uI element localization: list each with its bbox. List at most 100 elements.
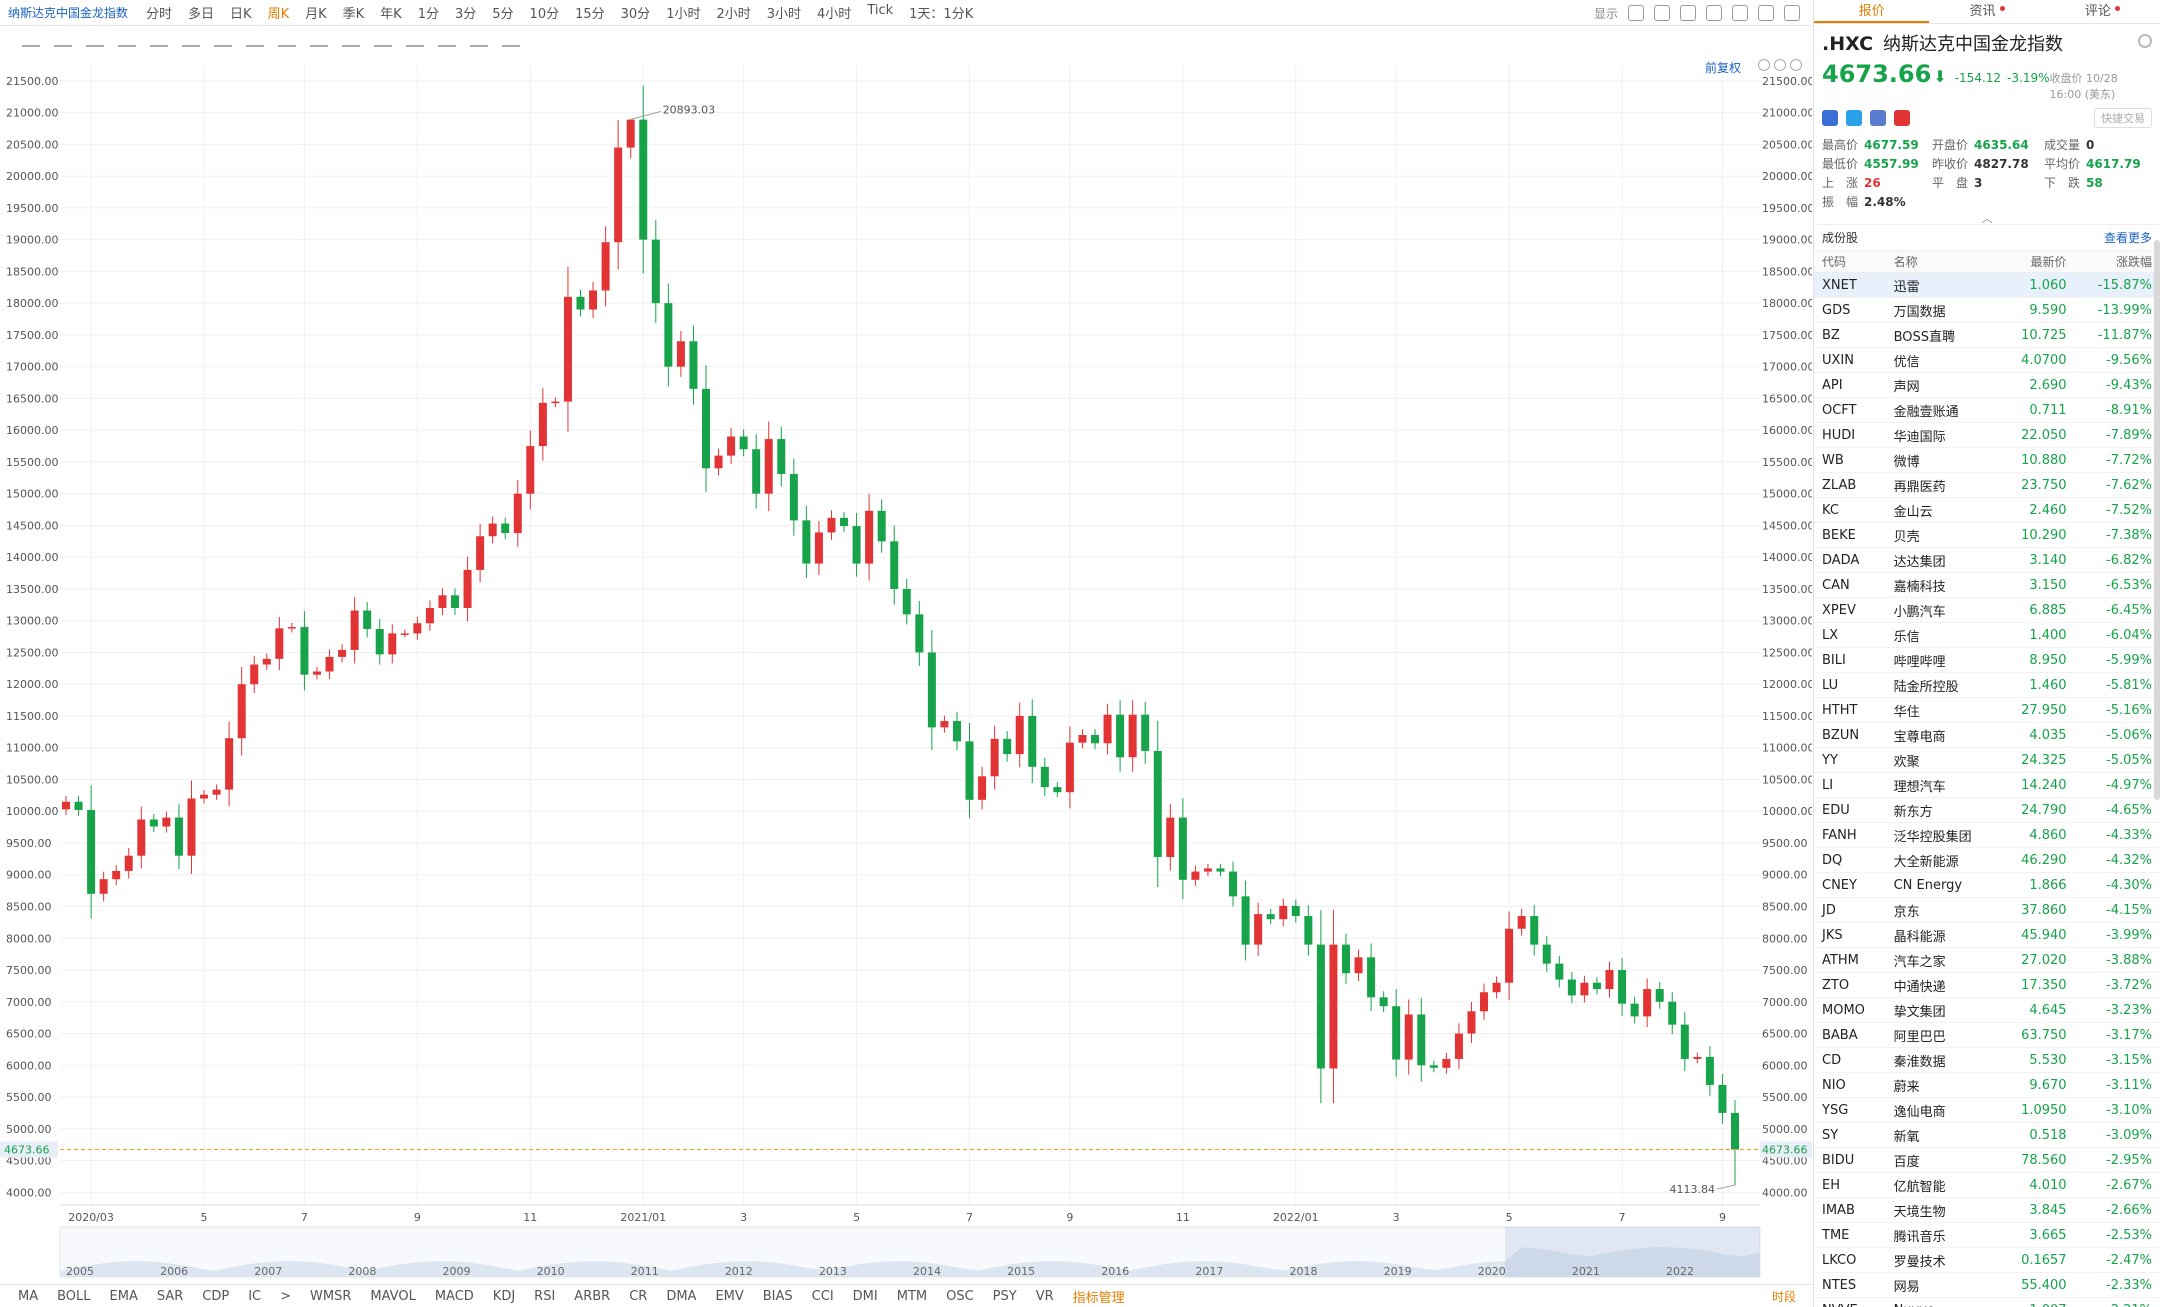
compare-icon[interactable] xyxy=(1758,5,1774,21)
period-tab[interactable]: 1天：1分K xyxy=(909,7,974,22)
table-row[interactable]: EDU 新东方 24.790 -4.65% xyxy=(1814,797,2160,823)
period-tab[interactable]: 4小时 xyxy=(817,7,852,22)
table-row[interactable]: NIO 蔚来 9.670 -3.11% xyxy=(1814,1072,2160,1098)
zoom-out-icon[interactable] xyxy=(1774,59,1786,71)
period-tab[interactable]: 1小时 xyxy=(666,7,701,22)
doc-icon[interactable] xyxy=(1870,110,1886,126)
indicator-tab[interactable]: CDP xyxy=(202,1288,230,1304)
text-tool-icon[interactable] xyxy=(246,33,264,47)
note-tool-icon[interactable] xyxy=(278,33,296,47)
table-row[interactable]: HTHT 华住 27.950 -5.16% xyxy=(1814,697,2160,723)
col-pct[interactable]: 涨跌幅 xyxy=(2074,250,2160,273)
table-row[interactable]: XPEV 小鹏汽车 6.885 -6.45% xyxy=(1814,597,2160,623)
table-row[interactable]: API 声网 2.690 -9.43% xyxy=(1814,372,2160,398)
indicator-tab[interactable]: MACD xyxy=(434,1288,474,1304)
table-row[interactable]: CNEY CN Energy 1.866 -4.30% xyxy=(1814,872,2160,898)
tab-news[interactable]: 资讯 xyxy=(1929,0,2044,23)
indicator-tab[interactable]: BOLL xyxy=(57,1288,91,1304)
table-row[interactable]: LI 理想汽车 14.240 -4.97% xyxy=(1814,772,2160,798)
indicator-tab[interactable]: WMSR xyxy=(310,1288,352,1304)
gear-icon[interactable] xyxy=(502,33,520,47)
period-tab[interactable]: 3分 xyxy=(454,7,477,22)
period-tab[interactable]: 季K xyxy=(342,7,365,22)
col-name[interactable]: 名称 xyxy=(1885,250,2000,273)
camera-icon[interactable] xyxy=(1680,5,1696,21)
zoom-in-icon[interactable] xyxy=(1790,59,1802,71)
kline-chart[interactable]: 21500.00 21500.00 21000.00 21000.00 20500.00… xyxy=(0,55,1812,1283)
quick-trade-button[interactable]: 快捷交易 xyxy=(2094,108,2152,128)
indicator-tab[interactable]: DMI xyxy=(852,1288,878,1304)
table-row[interactable]: WB 微博 10.880 -7.72% xyxy=(1814,447,2160,473)
table-row[interactable]: ZTO 中通快递 17.350 -3.72% xyxy=(1814,972,2160,998)
period-tab[interactable]: 10分 xyxy=(529,7,560,22)
table-row[interactable]: BEKE 贝壳 10.290 -7.38% xyxy=(1814,522,2160,548)
col-code[interactable]: 代码 xyxy=(1814,250,1886,273)
reset-icon[interactable] xyxy=(1758,59,1770,71)
table-row[interactable]: BZUN 宝尊电商 4.035 -5.06% xyxy=(1814,722,2160,748)
table-row[interactable]: JKS 晶科能源 45.940 -3.99% xyxy=(1814,922,2160,948)
table-row[interactable]: DADA 达达集团 3.140 -6.82% xyxy=(1814,547,2160,573)
table-row[interactable]: TME 腾讯音乐 3.665 -2.53% xyxy=(1814,1222,2160,1248)
table-row[interactable]: BABA 阿里巴巴 63.750 -3.17% xyxy=(1814,1022,2160,1048)
delete-icon[interactable] xyxy=(438,33,456,47)
period-tab[interactable]: 多日 xyxy=(188,7,215,22)
period-tab[interactable]: 15分 xyxy=(575,7,605,22)
indicator-tab[interactable]: MA xyxy=(18,1288,39,1304)
table-row[interactable]: FANH 泛华控股集团 4.860 -4.33% xyxy=(1814,822,2160,848)
lock-icon[interactable] xyxy=(374,33,392,47)
table-row[interactable]: HUDI 华迪国际 22.050 -7.89% xyxy=(1814,422,2160,448)
period-tab[interactable]: 1分 xyxy=(417,7,439,22)
col-price[interactable]: 最新价 xyxy=(1999,250,2075,273)
fib-tool-icon[interactable] xyxy=(150,33,168,47)
indicator-tab[interactable]: OSC xyxy=(946,1288,974,1304)
share-icon[interactable] xyxy=(1846,110,1862,126)
period-tab[interactable]: Tick xyxy=(867,3,894,18)
period-tab[interactable]: 周K xyxy=(267,7,290,22)
indicator-tab[interactable]: VR xyxy=(1035,1288,1054,1304)
table-row[interactable]: BIDU 百度 78.560 -2.95% xyxy=(1814,1147,2160,1173)
scrollbar[interactable] xyxy=(2154,240,2160,800)
table-row[interactable]: KC 金山云 2.460 -7.52% xyxy=(1814,497,2160,523)
period-tab[interactable]: 3小时 xyxy=(766,7,802,22)
grid-icon[interactable] xyxy=(1822,110,1838,126)
table-row[interactable]: BILI 哔哩哔哩 8.950 -5.99% xyxy=(1814,647,2160,673)
indicator-tab[interactable]: MTM xyxy=(896,1288,928,1304)
table-row[interactable]: UXIN 优信 4.0700 -9.56% xyxy=(1814,347,2160,373)
crosshair-icon[interactable] xyxy=(22,33,40,47)
table-row[interactable]: NVVENuvve1.007-2.21% xyxy=(1814,1297,2160,1307)
table-row[interactable]: GDS 万国数据 9.590 -13.99% xyxy=(1814,297,2160,323)
indicator-tab[interactable]: SAR xyxy=(156,1288,184,1304)
settings-icon[interactable] xyxy=(1628,5,1644,21)
period-tab[interactable]: 30分 xyxy=(620,7,651,22)
table-row[interactable]: MOMO 挚文集团 4.645 -3.23% xyxy=(1814,997,2160,1023)
table-row[interactable]: DQ 大全新能源 46.290 -4.32% xyxy=(1814,847,2160,873)
collapse-chevron-icon[interactable]: ︿ xyxy=(1981,212,1993,225)
line-tool-icon[interactable] xyxy=(54,33,72,47)
layout-icon[interactable] xyxy=(1654,5,1670,21)
table-row[interactable]: CAN 嘉楠科技 3.150 -6.53% xyxy=(1814,572,2160,598)
indicator-tab[interactable]: IC xyxy=(248,1288,262,1304)
table-row[interactable]: LU 陆金所控股 1.460 -5.81% xyxy=(1814,672,2160,698)
table-row[interactable]: IMAB 天境生物 3.845 -2.66% xyxy=(1814,1197,2160,1223)
gear-icon[interactable] xyxy=(2138,34,2152,48)
indicator-tab[interactable]: > xyxy=(280,1288,292,1304)
table-row[interactable]: NTES 网易 55.400 -2.33% xyxy=(1814,1272,2160,1298)
pen-icon[interactable] xyxy=(1706,5,1722,21)
table-row[interactable]: ZLAB 再鼎医药 23.750 -7.62% xyxy=(1814,472,2160,498)
indicator-tab[interactable]: PSY xyxy=(992,1288,1017,1304)
indicator-tab[interactable]: CCI xyxy=(811,1288,834,1304)
indicator-tab[interactable]: EMA xyxy=(109,1288,138,1304)
kline-chart-area[interactable]: 21500.00 21500.00 21000.00 21000.00 20500.00… xyxy=(0,55,1812,1283)
indicator-tab[interactable]: CR xyxy=(629,1288,648,1304)
display-button[interactable]: 显示 xyxy=(1593,6,1618,21)
view-more-link[interactable]: 查看更多 xyxy=(2103,231,2152,245)
table-row[interactable]: LX 乐信 1.400 -6.04% xyxy=(1814,622,2160,648)
hide-icon[interactable] xyxy=(406,33,424,47)
wave-tool-icon[interactable] xyxy=(118,33,136,47)
table-row[interactable]: BZ BOSS直聘 10.725 -11.87% xyxy=(1814,322,2160,348)
indicator-tab[interactable]: KDJ xyxy=(492,1288,516,1304)
eraser-icon[interactable] xyxy=(310,33,328,47)
measure-tool-icon[interactable] xyxy=(182,33,200,47)
table-row[interactable]: YSG 逸仙电商 1.0950 -3.10% xyxy=(1814,1097,2160,1123)
period-tab[interactable]: 分时 xyxy=(146,7,173,22)
